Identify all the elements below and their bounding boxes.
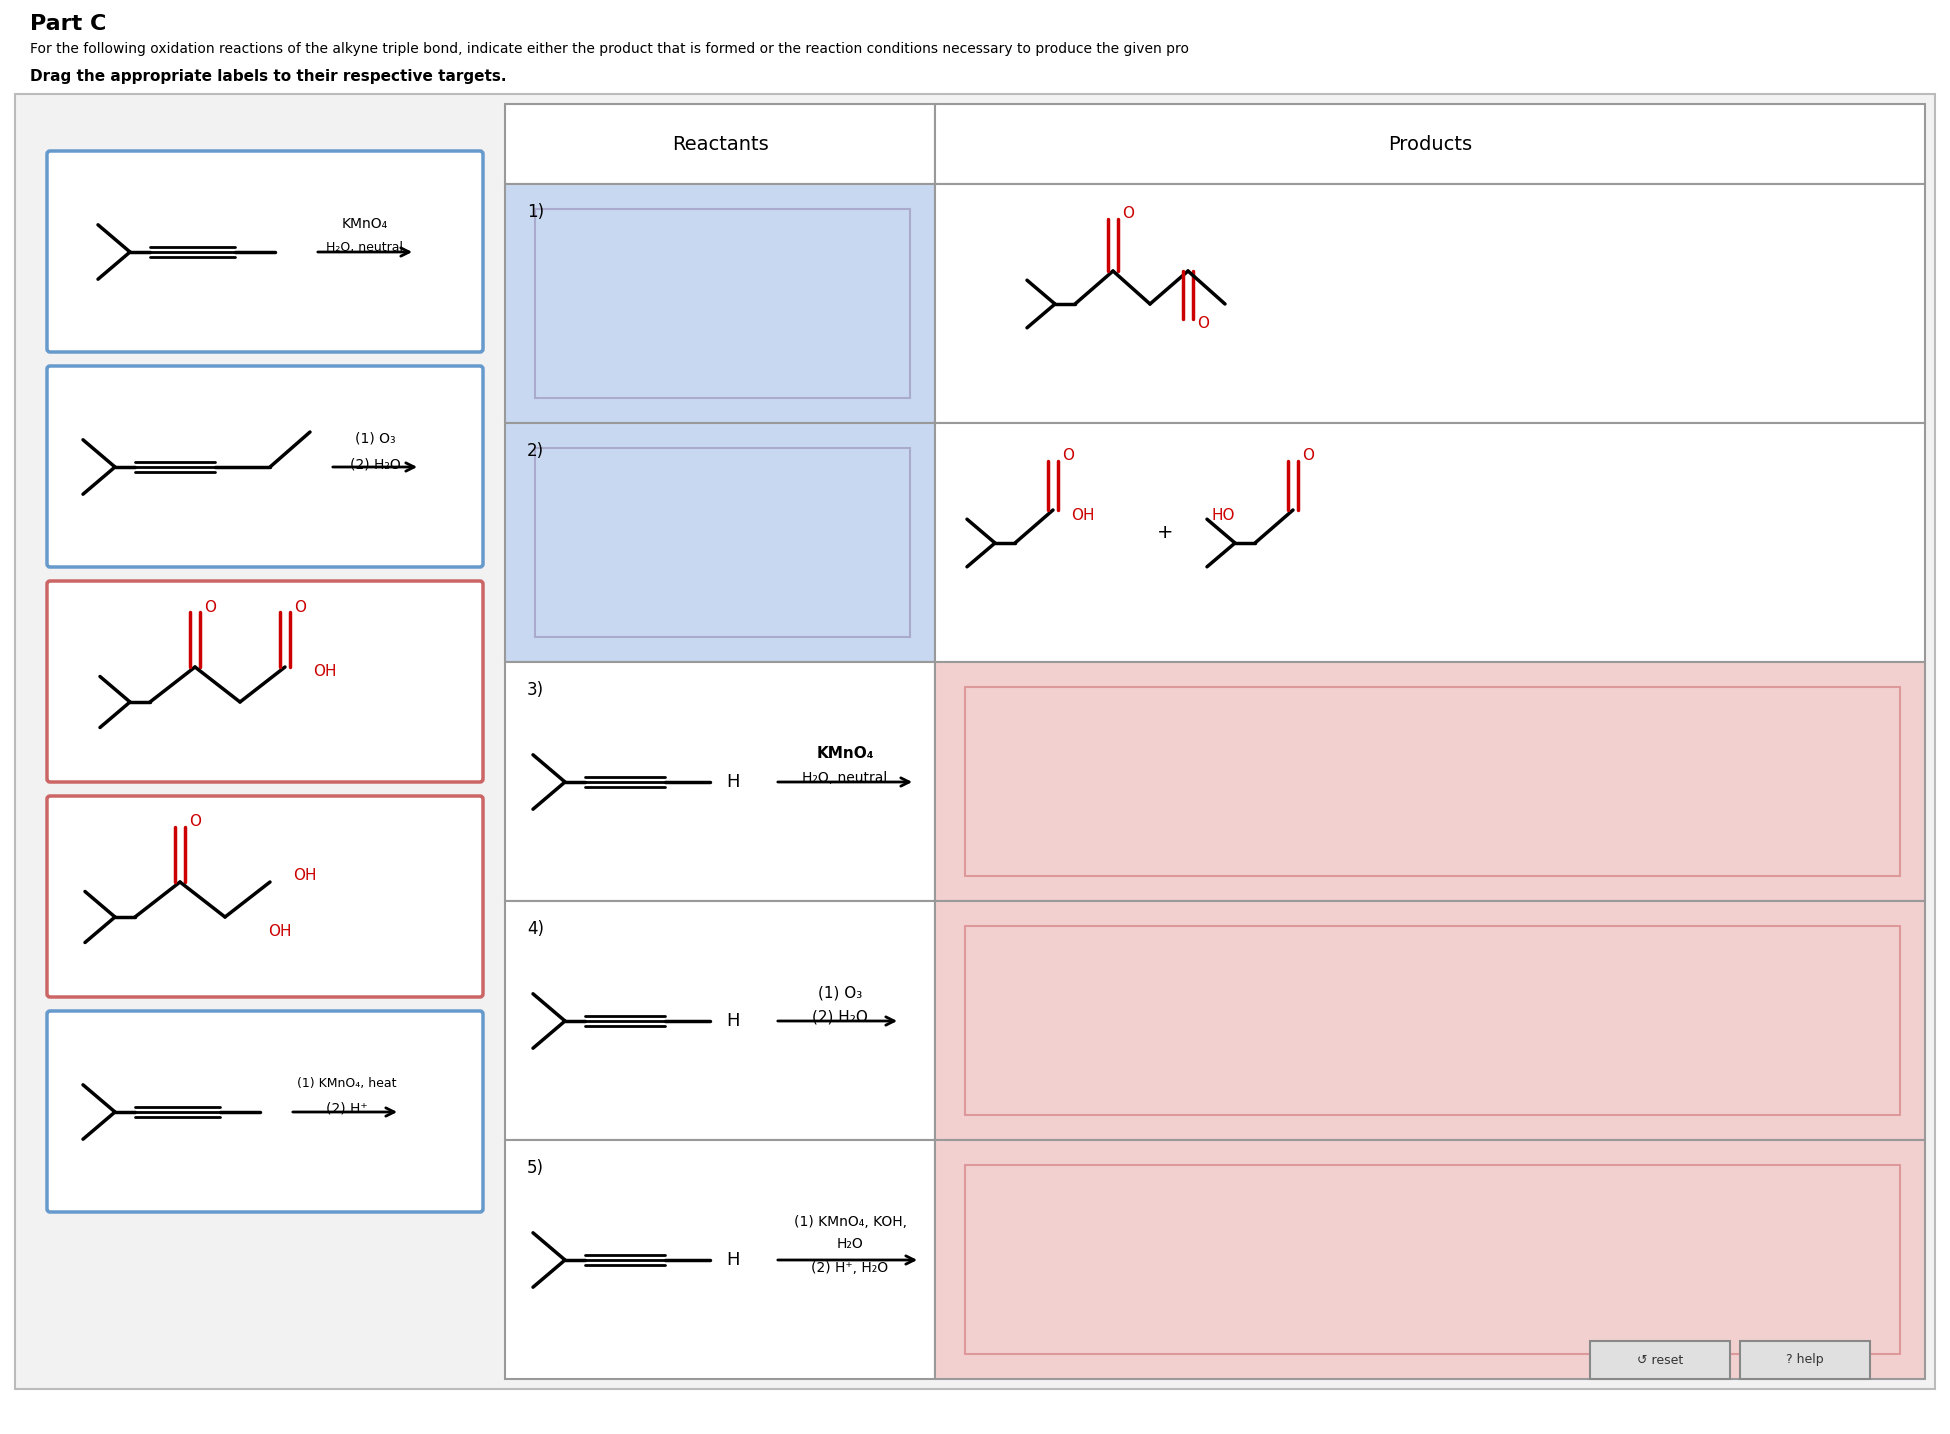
Text: H₂O: H₂O	[837, 1238, 864, 1250]
Text: O: O	[1303, 449, 1314, 463]
Text: O: O	[189, 815, 201, 829]
Text: O: O	[1063, 449, 1074, 463]
Text: O: O	[294, 599, 306, 615]
Text: H₂O, neutral: H₂O, neutral	[326, 241, 404, 254]
Bar	[934, 1140, 1925, 1380]
Text: (2) H₂O: (2) H₂O	[811, 1010, 868, 1024]
Text: OH: OH	[269, 925, 292, 939]
Text: KMnO₄: KMnO₄	[817, 747, 874, 761]
Text: Reactants: Reactants	[671, 135, 768, 153]
Text: (2) H₂O: (2) H₂O	[349, 457, 400, 472]
Text: ? help: ? help	[1786, 1354, 1823, 1367]
Bar	[505, 901, 934, 1140]
Text: (1) KMnO₄, KOH,: (1) KMnO₄, KOH,	[794, 1215, 907, 1229]
Text: +: +	[1156, 523, 1174, 542]
Text: O: O	[1197, 317, 1209, 331]
Text: O: O	[205, 599, 216, 615]
Text: KMnO₄: KMnO₄	[341, 217, 388, 231]
Text: (2) H⁺, H₂O: (2) H⁺, H₂O	[811, 1260, 889, 1275]
Text: Products: Products	[1388, 135, 1472, 153]
FancyBboxPatch shape	[47, 796, 484, 997]
Text: H₂O, neutral: H₂O, neutral	[801, 771, 887, 784]
Bar	[965, 926, 1899, 1116]
Text: (1) KMnO₄, heat: (1) KMnO₄, heat	[296, 1077, 396, 1090]
Bar	[505, 184, 934, 423]
Text: 5): 5)	[526, 1159, 544, 1177]
Bar	[534, 209, 911, 399]
Bar	[965, 1164, 1899, 1354]
Text: OH: OH	[314, 664, 337, 680]
Text: 2): 2)	[526, 442, 544, 460]
Bar	[934, 663, 1925, 901]
Text: (1) O₃: (1) O₃	[817, 985, 862, 1001]
Text: For the following oxidation reactions of the alkyne triple bond, indicate either: For the following oxidation reactions of…	[29, 42, 1190, 56]
Bar	[1589, 1341, 1730, 1380]
Bar	[965, 687, 1899, 876]
FancyBboxPatch shape	[47, 366, 484, 566]
Text: OH: OH	[1071, 508, 1094, 522]
Text: O: O	[1121, 206, 1135, 221]
Text: 3): 3)	[526, 681, 544, 698]
FancyBboxPatch shape	[47, 151, 484, 351]
Text: Part C: Part C	[29, 14, 107, 34]
Bar	[534, 447, 911, 637]
Text: 1): 1)	[526, 204, 544, 221]
Text: Drag the appropriate labels to their respective targets.: Drag the appropriate labels to their res…	[29, 69, 507, 83]
Bar	[505, 663, 934, 901]
Bar	[1739, 1341, 1870, 1380]
Bar	[505, 1140, 934, 1380]
Bar	[934, 423, 1925, 663]
Bar	[505, 105, 1925, 1380]
FancyBboxPatch shape	[47, 1011, 484, 1212]
Text: OH: OH	[292, 868, 316, 882]
FancyBboxPatch shape	[47, 581, 484, 782]
Text: HO: HO	[1211, 508, 1234, 522]
Bar	[934, 184, 1925, 423]
Bar	[505, 105, 934, 184]
Bar	[934, 901, 1925, 1140]
Text: 4): 4)	[526, 921, 544, 938]
Text: ↺ reset: ↺ reset	[1636, 1354, 1683, 1367]
Text: H: H	[725, 773, 739, 792]
Bar	[934, 105, 1925, 184]
Text: (2) H⁺: (2) H⁺	[326, 1101, 369, 1116]
Bar	[505, 423, 934, 663]
Text: H: H	[725, 1012, 739, 1030]
Text: (1) O₃: (1) O₃	[355, 432, 396, 446]
Text: H: H	[725, 1250, 739, 1269]
